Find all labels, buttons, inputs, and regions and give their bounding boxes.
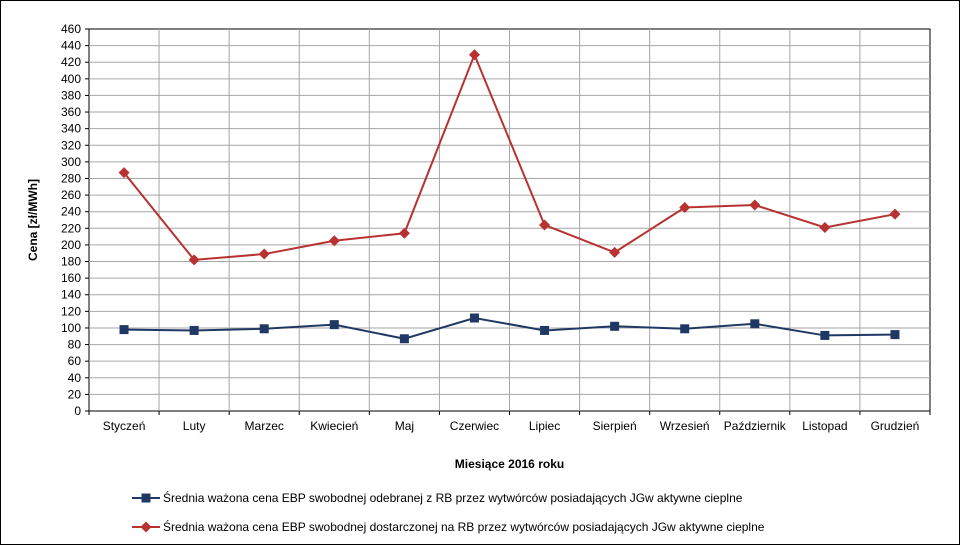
- data-point: [750, 319, 760, 329]
- y-axis-ticks: 0 20 40 60 80 100 120 140 160 180 200 220 240 260 280 3…: [61, 22, 89, 418]
- y-tick-label: 180: [61, 255, 81, 269]
- legend-label: Średnia ważona cena EBP swobodnej dostar…: [163, 519, 765, 534]
- x-tick-label: Wrzesień: [660, 419, 710, 433]
- legend-item-2: Średnia ważona cena EBP swobodnej dostar…: [132, 519, 765, 534]
- y-tick-label: 0: [74, 404, 81, 418]
- series-group: [118, 49, 901, 344]
- y-tick-label: 300: [61, 155, 81, 169]
- series-2: [118, 49, 901, 266]
- y-tick-label: 160: [61, 271, 81, 285]
- data-point: [329, 320, 339, 330]
- y-tick-label: 240: [61, 205, 81, 219]
- series-line: [124, 316, 895, 340]
- x-tick-label: Kwiecień: [310, 419, 358, 433]
- data-point: [258, 248, 270, 260]
- x-tick-label: Grudzień: [871, 419, 920, 433]
- data-point: [398, 227, 410, 239]
- data-point: [540, 325, 550, 335]
- y-tick-label: 100: [61, 321, 81, 335]
- y-tick-label: 60: [68, 354, 82, 368]
- legend-item-1: Średnia ważona cena EBP swobodnej odebra…: [132, 490, 743, 505]
- series-line: [123, 52, 896, 261]
- data-point: [889, 208, 901, 220]
- data-point: [119, 325, 129, 335]
- legend-label: Średnia ważona cena EBP swobodnej odebra…: [163, 490, 743, 505]
- data-point: [399, 334, 409, 344]
- x-tick-label: Październik: [724, 419, 787, 433]
- series-1: [119, 313, 900, 344]
- data-point: [680, 324, 690, 334]
- legend-marker: [141, 493, 151, 503]
- y-tick-label: 260: [61, 188, 81, 202]
- data-point: [118, 167, 130, 179]
- data-point: [259, 324, 269, 334]
- data-point: [468, 49, 480, 61]
- y-tick-label: 40: [68, 371, 82, 385]
- x-tick-label: Listopad: [802, 419, 847, 433]
- x-tick-label: Lipiec: [529, 419, 560, 433]
- data-point: [679, 202, 691, 214]
- legend: Średnia ważona cena EBP swobodnej odebra…: [132, 490, 765, 534]
- y-tick-label: 280: [61, 171, 81, 185]
- gridlines: [89, 29, 930, 411]
- data-point: [469, 313, 479, 323]
- y-tick-label: 400: [61, 72, 81, 86]
- y-tick-label: 460: [61, 22, 81, 36]
- data-point: [610, 321, 620, 331]
- y-tick-label: 360: [61, 105, 81, 119]
- y-tick-label: 200: [61, 238, 81, 252]
- y-tick-label: 380: [61, 88, 81, 102]
- x-tick-label: Marzec: [245, 419, 284, 433]
- y-tick-label: 20: [68, 387, 82, 401]
- x-tick-label: Styczeń: [103, 419, 146, 433]
- y-tick-label: 440: [61, 39, 81, 53]
- x-tick-label: Sierpień: [593, 419, 637, 433]
- y-tick-label: 80: [68, 338, 82, 352]
- data-point: [609, 246, 621, 258]
- y-tick-label: 320: [61, 138, 81, 152]
- data-point: [819, 221, 831, 233]
- x-tick-label: Maj: [395, 419, 414, 433]
- data-point: [890, 330, 900, 340]
- x-tick-label: Czerwiec: [450, 419, 499, 433]
- y-tick-label: 420: [61, 55, 81, 69]
- data-point: [188, 254, 200, 266]
- y-tick-label: 340: [61, 122, 81, 136]
- y-axis-title: Cena [zł/MWh]: [26, 179, 40, 261]
- data-point: [749, 199, 761, 211]
- x-axis-ticks: Styczeń Luty Marzec Kwiecień Maj Czerwiec Lipi…: [88, 411, 931, 433]
- y-tick-label: 120: [61, 304, 81, 318]
- data-point: [328, 235, 340, 247]
- x-axis-title: Miesiące 2016 roku: [455, 457, 564, 471]
- y-tick-label: 220: [61, 221, 81, 235]
- x-tick-label: Luty: [183, 419, 206, 433]
- legend-marker: [140, 521, 152, 533]
- data-point: [539, 219, 551, 231]
- y-tick-label: 140: [61, 288, 81, 302]
- data-point: [189, 325, 199, 335]
- data-point: [820, 330, 830, 340]
